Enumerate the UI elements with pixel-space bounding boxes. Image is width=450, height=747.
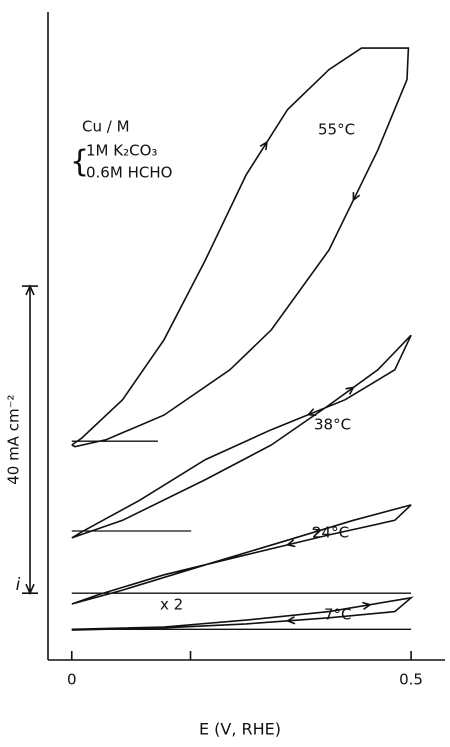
direction-arrow	[285, 539, 296, 548]
scale-bar-label: 40 mA cm⁻²	[5, 395, 23, 485]
x-tick-label: 0.5	[399, 671, 423, 689]
annotation: 1M K₂CO₃	[86, 142, 157, 160]
series-label: 55°C	[318, 121, 355, 139]
annotation: 0.6M HCHO	[86, 164, 172, 182]
series-label: 7°C	[324, 606, 352, 624]
brace: {	[70, 145, 89, 180]
voltammogram	[71, 334, 412, 539]
direction-arrow	[306, 408, 317, 417]
direction-arrow	[259, 140, 268, 151]
direction-arrow	[285, 616, 296, 625]
scale-bar-arrow	[25, 583, 35, 596]
series-label: 38°C	[314, 416, 351, 434]
x-axis-label: E (V, RHE)	[199, 720, 281, 739]
x-tick-label: 0	[67, 671, 77, 689]
direction-arrow	[312, 528, 323, 537]
scale-bar-arrow	[25, 284, 35, 296]
direction-arrow	[352, 192, 361, 202]
direction-arrow	[362, 601, 372, 610]
annotation: x 2	[160, 596, 183, 614]
voltammogram	[71, 504, 412, 605]
y-axis-label: i	[16, 575, 21, 595]
voltammogram	[71, 47, 410, 448]
series-label: 24°C	[312, 524, 349, 542]
annotation: Cu / M	[82, 118, 130, 136]
direction-arrow	[345, 386, 355, 395]
voltammogram	[71, 596, 414, 631]
